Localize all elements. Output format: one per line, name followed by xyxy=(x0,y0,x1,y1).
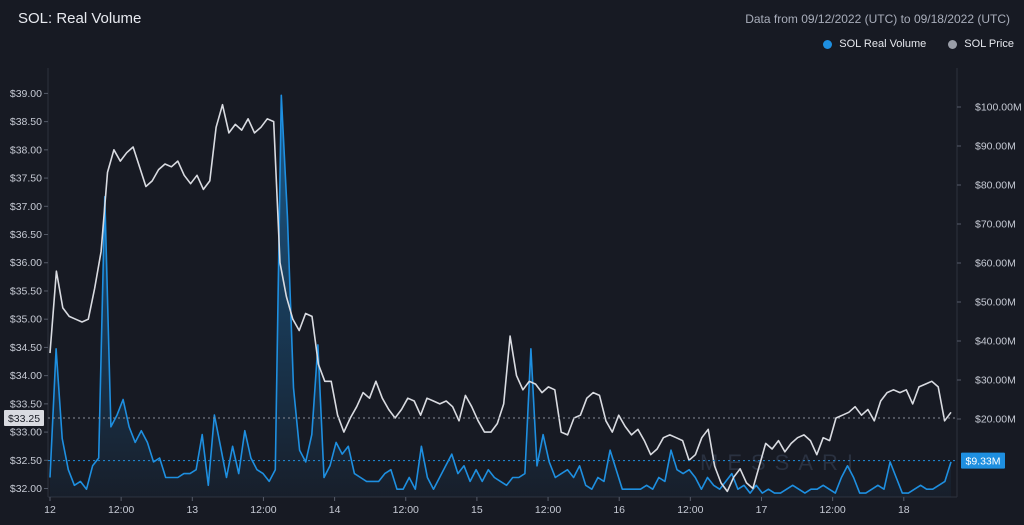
volume-current-tag xyxy=(961,452,1005,469)
x-tick-label: 12:00 xyxy=(677,504,703,516)
price-current-tag xyxy=(4,409,44,426)
x-tick-label: 12:00 xyxy=(820,504,846,516)
x-tick-label: 18 xyxy=(898,504,910,516)
x-tick-label: 16 xyxy=(613,504,625,516)
x-tick-label: 12:00 xyxy=(393,504,419,516)
price-line xyxy=(49,103,952,493)
x-tick-label: 12 xyxy=(44,504,56,516)
x-tick-label: 15 xyxy=(471,504,483,516)
price-current-label: $33.25 xyxy=(8,413,40,425)
y-left-tick-label: $35.00 xyxy=(10,314,42,326)
y-left-tick-label: $36.50 xyxy=(10,229,42,241)
legend: SOL Real Volume SOL Price xyxy=(823,38,1014,50)
chart-title: SOL: Real Volume xyxy=(18,10,142,27)
y-left-tick-label: $37.50 xyxy=(10,173,42,185)
y-left-tick-label: $33.00 xyxy=(10,427,42,439)
y-left-tick-label: $34.00 xyxy=(10,370,42,382)
y-left-tick-label: $34.50 xyxy=(10,342,42,354)
legend-label-price: SOL Price xyxy=(964,38,1014,50)
y-right-tick-label: $40.00M xyxy=(975,336,1016,348)
volume-current-label: $9.33M xyxy=(965,456,1000,468)
x-tick-label: 17 xyxy=(756,504,768,516)
legend-dot-price xyxy=(948,39,958,49)
legend-dot-volume xyxy=(823,39,833,49)
y-right-tick-label: $30.00M xyxy=(975,375,1016,387)
volume-line xyxy=(49,94,952,494)
y-left-tick-label: $35.50 xyxy=(10,285,42,297)
legend-item-price[interactable]: SOL Price xyxy=(948,38,1014,50)
y-left-tick-label: $38.00 xyxy=(10,144,42,156)
legend-label-volume: SOL Real Volume xyxy=(839,38,927,50)
x-tick-label: 12:00 xyxy=(108,504,134,516)
x-tick-label: 12:00 xyxy=(250,504,276,516)
y-left-tick-label: $37.00 xyxy=(10,201,42,213)
y-left-tick-label: $32.00 xyxy=(10,483,42,495)
y-right-tick-label: $20.00M xyxy=(975,414,1016,426)
y-left-tick-label: $33.50 xyxy=(10,398,42,410)
y-right-tick-label: $90.00M xyxy=(975,141,1016,153)
y-left-tick-label: $39.00 xyxy=(10,88,42,100)
watermark-text: MESSARI xyxy=(700,450,862,475)
y-right-tick-label: $100.00M xyxy=(975,102,1022,114)
volume-area xyxy=(50,95,951,498)
x-tick-label: 13 xyxy=(186,504,198,516)
date-range: Data from 09/12/2022 (UTC) to 09/18/2022… xyxy=(745,12,1010,26)
y-left-tick-label: $36.00 xyxy=(10,257,42,269)
legend-item-volume[interactable]: SOL Real Volume xyxy=(823,38,926,50)
y-left-tick-label: $32.50 xyxy=(10,455,42,467)
x-tick-label: 14 xyxy=(329,504,341,516)
y-right-tick-label: $60.00M xyxy=(975,258,1016,270)
x-tick-label: 12:00 xyxy=(535,504,561,516)
y-left-tick-label: $38.50 xyxy=(10,116,42,128)
y-right-tick-label: $70.00M xyxy=(975,219,1016,231)
y-right-tick-label: $80.00M xyxy=(975,180,1016,192)
y-right-tick-label: $50.00M xyxy=(975,297,1016,309)
